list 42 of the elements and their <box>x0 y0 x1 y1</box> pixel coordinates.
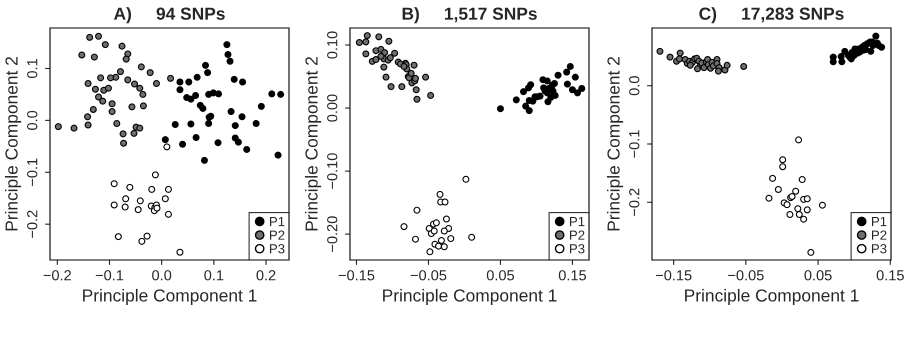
x-tick-label: 0.05 <box>486 270 514 280</box>
y-axis-title: Principle Component 2 <box>4 57 22 230</box>
x-axis-title: Principle Component 1 <box>83 288 256 306</box>
y-tick-label: −0.2 <box>27 210 38 238</box>
legend-label: P3 <box>872 244 886 254</box>
legend-label: P3 <box>270 244 284 254</box>
legend-label: P2 <box>270 230 284 240</box>
x-tick-label: 0.05 <box>804 270 832 280</box>
y-tick-label: −0.1 <box>629 130 640 158</box>
x-tick-label: −0.1 <box>96 270 124 280</box>
legend-label: P2 <box>872 230 886 240</box>
y-tick-label: −0.20 <box>327 216 338 252</box>
x-axis-title: Principle Component 1 <box>383 288 556 306</box>
y-tick-label: −0.10 <box>327 153 338 189</box>
x-tick-label: −0.05 <box>728 270 764 280</box>
x-tick-label: 0.15 <box>558 270 586 280</box>
legend-label: P1 <box>270 216 284 226</box>
y-tick-label: −0.2 <box>629 188 640 216</box>
x-tick-label: 0.0 <box>152 270 172 280</box>
legend-label: P2 <box>570 230 584 240</box>
x-axis-title: Principle Component 1 <box>685 288 858 306</box>
y-tick-label: −0.1 <box>27 158 38 186</box>
y-tick-label: 0.0 <box>27 110 38 130</box>
x-tick-label: −0.15 <box>338 270 374 280</box>
y-tick-label: 0.00 <box>327 94 338 122</box>
legend-label: P3 <box>570 244 584 254</box>
x-tick-label: −0.15 <box>656 270 692 280</box>
y-tick-label: 0.10 <box>327 31 338 59</box>
legend-label: P1 <box>872 216 886 226</box>
x-tick-label: −0.05 <box>410 270 446 280</box>
y-axis-title: Principle Component 2 <box>606 57 624 230</box>
x-tick-label: 0.1 <box>204 270 224 280</box>
x-tick-label: 0.15 <box>876 270 904 280</box>
chart-title: B) 1,517 SNPs <box>402 7 537 24</box>
chart-title: A) 94 SNPs <box>114 7 225 24</box>
legend-label: P1 <box>570 216 584 226</box>
x-tick-label: −0.2 <box>44 270 71 280</box>
y-axis-title: Principle Component 2 <box>304 57 322 230</box>
x-tick-label: 0.2 <box>256 270 276 280</box>
y-tick-label: 0.1 <box>27 59 38 78</box>
y-tick-label: 0.0 <box>629 76 640 96</box>
chart-title: C) 17,283 SNPs <box>699 7 844 24</box>
